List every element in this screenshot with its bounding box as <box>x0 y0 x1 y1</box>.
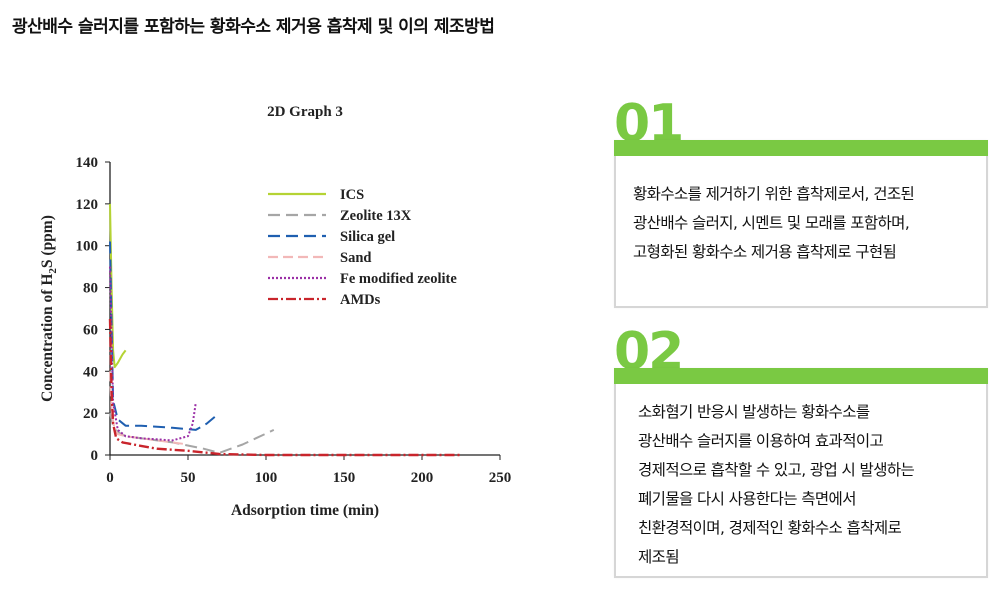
y-axis-label: Concentration of H2S (ppm) <box>39 215 59 402</box>
page-title: 광산배수 슬러지를 포함하는 황화수소 제거용 흡착제 및 이의 제조방법 <box>12 17 495 37</box>
info-card-1: 황화수소를 제거하기 위한 흡착제로서, 건조된 광산배수 슬러지, 시멘트 및… <box>614 140 988 308</box>
info-card-2: 소화혐기 반응시 발생하는 황화수소를 광산배수 슬러지를 이용하여 효과적이고… <box>614 368 988 578</box>
series-line-sand <box>109 371 189 446</box>
x-tick-label: 50 <box>181 470 196 486</box>
card-line: 제조됨 <box>638 548 680 566</box>
x-axis-label: Adsorption time (min) <box>231 502 379 519</box>
y-tick-label: 60 <box>83 322 98 338</box>
x-tick-label: 250 <box>489 470 512 486</box>
card-accent-bar <box>614 140 988 156</box>
card-body-1: 황화수소를 제거하기 위한 흡착제로서, 건조된 광산배수 슬러지, 시멘트 및… <box>616 156 986 267</box>
legend-label: AMDs <box>340 292 381 308</box>
series-line-amds <box>108 318 461 457</box>
x-tick-label: 200 <box>411 470 434 486</box>
legend-label: Silica gel <box>340 229 395 245</box>
card-line: 황화수소를 제거하기 위한 흡착제로서, 건조된 <box>633 185 915 203</box>
legend-label: Fe modified zeolite <box>340 271 457 287</box>
y-tick-label: 20 <box>83 406 98 422</box>
card-body-2: 소화혐기 반응시 발생하는 황화수소를 광산배수 슬러지를 이용하여 효과적이고… <box>616 384 986 572</box>
card-line: 광산배수 슬러지, 시멘트 및 모래를 포함하며, <box>633 214 910 232</box>
series-line-fe-modified-zeolite <box>109 266 197 442</box>
line-chart: 2D Graph 3 0 50 100 150 200 250 0 20 40 60 80 100 120… <box>39 104 512 519</box>
y-tick-label: 140 <box>76 155 99 171</box>
y-tick-label: 100 <box>76 239 99 255</box>
legend-label: Sand <box>340 250 371 266</box>
x-tick-label: 0 <box>106 470 114 486</box>
x-tick-label: 100 <box>255 470 278 486</box>
card-accent-bar <box>614 368 988 384</box>
y-tick-label: 120 <box>76 197 99 213</box>
y-tick-label: 0 <box>91 448 99 464</box>
card-line: 폐기물을 다시 사용한다는 측면에서 <box>638 490 856 508</box>
card-line: 고형화된 황화수소 제거용 흡착제로 구현됨 <box>633 243 897 261</box>
legend-label: ICS <box>340 187 364 203</box>
series-line-silica-gel <box>109 241 220 431</box>
card-line: 소화혐기 반응시 발생하는 황화수소를 <box>638 403 870 421</box>
chart-title: 2D Graph 3 <box>267 104 343 120</box>
card-line: 광산배수 슬러지를 이용하여 효과적이고 <box>638 432 884 450</box>
card-line: 경제적으로 흡착할 수 있고, 광업 시 발생하는 <box>638 461 915 479</box>
card-line: 친환경적이며, 경제적인 황화수소 흡착제로 <box>638 519 902 537</box>
x-tick-label: 150 <box>333 470 356 486</box>
series-line-zeolite-13x <box>109 412 275 454</box>
legend-label: Zeolite 13X <box>340 208 412 224</box>
y-tick-label: 40 <box>83 364 98 380</box>
y-tick-label: 80 <box>83 281 98 297</box>
